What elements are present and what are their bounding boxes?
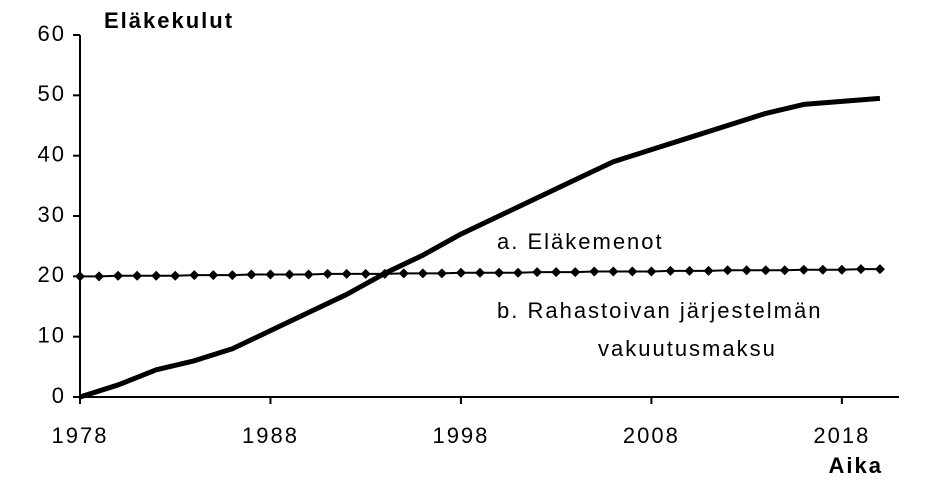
data-point [570,267,581,278]
data-point [494,267,505,278]
annotation: vakuutusmaksu [598,336,777,361]
data-point [436,268,447,279]
data-point [474,267,485,278]
data-point [760,265,771,276]
data-point [646,266,657,277]
data-point [246,269,257,280]
data-point [227,270,238,281]
x-tick-label: 2018 [813,423,870,448]
data-point [94,271,105,282]
data-point [665,265,676,276]
x-axis-label: Aika [829,453,883,478]
y-tick-label: 60 [38,21,66,46]
data-point [741,265,752,276]
data-point [303,269,314,280]
data-point [589,266,600,277]
y-tick-label: 30 [38,202,66,227]
chart-title: Eläkekulut [104,8,234,33]
y-tick-label: 0 [52,383,66,408]
data-point [417,268,428,279]
data-point [874,264,885,275]
x-tick-label: 1978 [52,423,109,448]
y-tick-label: 50 [38,81,66,106]
data-point [322,268,333,279]
data-point [551,267,562,278]
data-point [170,270,181,281]
data-point [208,270,219,281]
data-point [75,271,85,282]
x-tick-label: 1988 [242,423,299,448]
x-tick-label: 2008 [623,423,680,448]
data-point [113,270,124,281]
data-point [798,264,809,275]
y-tick-label: 40 [38,141,66,166]
data-point [132,270,143,281]
data-point [817,264,828,275]
data-point [513,267,524,278]
data-point [398,268,409,279]
data-point [855,264,866,275]
data-point [341,268,352,279]
data-point [532,267,543,278]
data-point [284,269,295,280]
data-point [189,270,200,281]
data-point [360,268,371,279]
x-tick-label: 1998 [432,423,489,448]
annotation: b. Rahastoivan järjestelmän [497,298,822,323]
y-tick-label: 10 [38,322,66,347]
data-point [703,265,714,276]
data-point [627,266,638,277]
data-point [722,265,733,276]
data-line [79,95,881,400]
data-point [608,266,619,277]
annotation: a. Eläkemenot [497,229,664,254]
data-point [455,267,466,278]
data-point [836,264,847,275]
data-point [684,265,695,276]
data-point [779,265,790,276]
y-tick-label: 20 [38,262,66,287]
data-point [265,269,276,280]
data-point [151,270,162,281]
data-point [379,268,390,279]
